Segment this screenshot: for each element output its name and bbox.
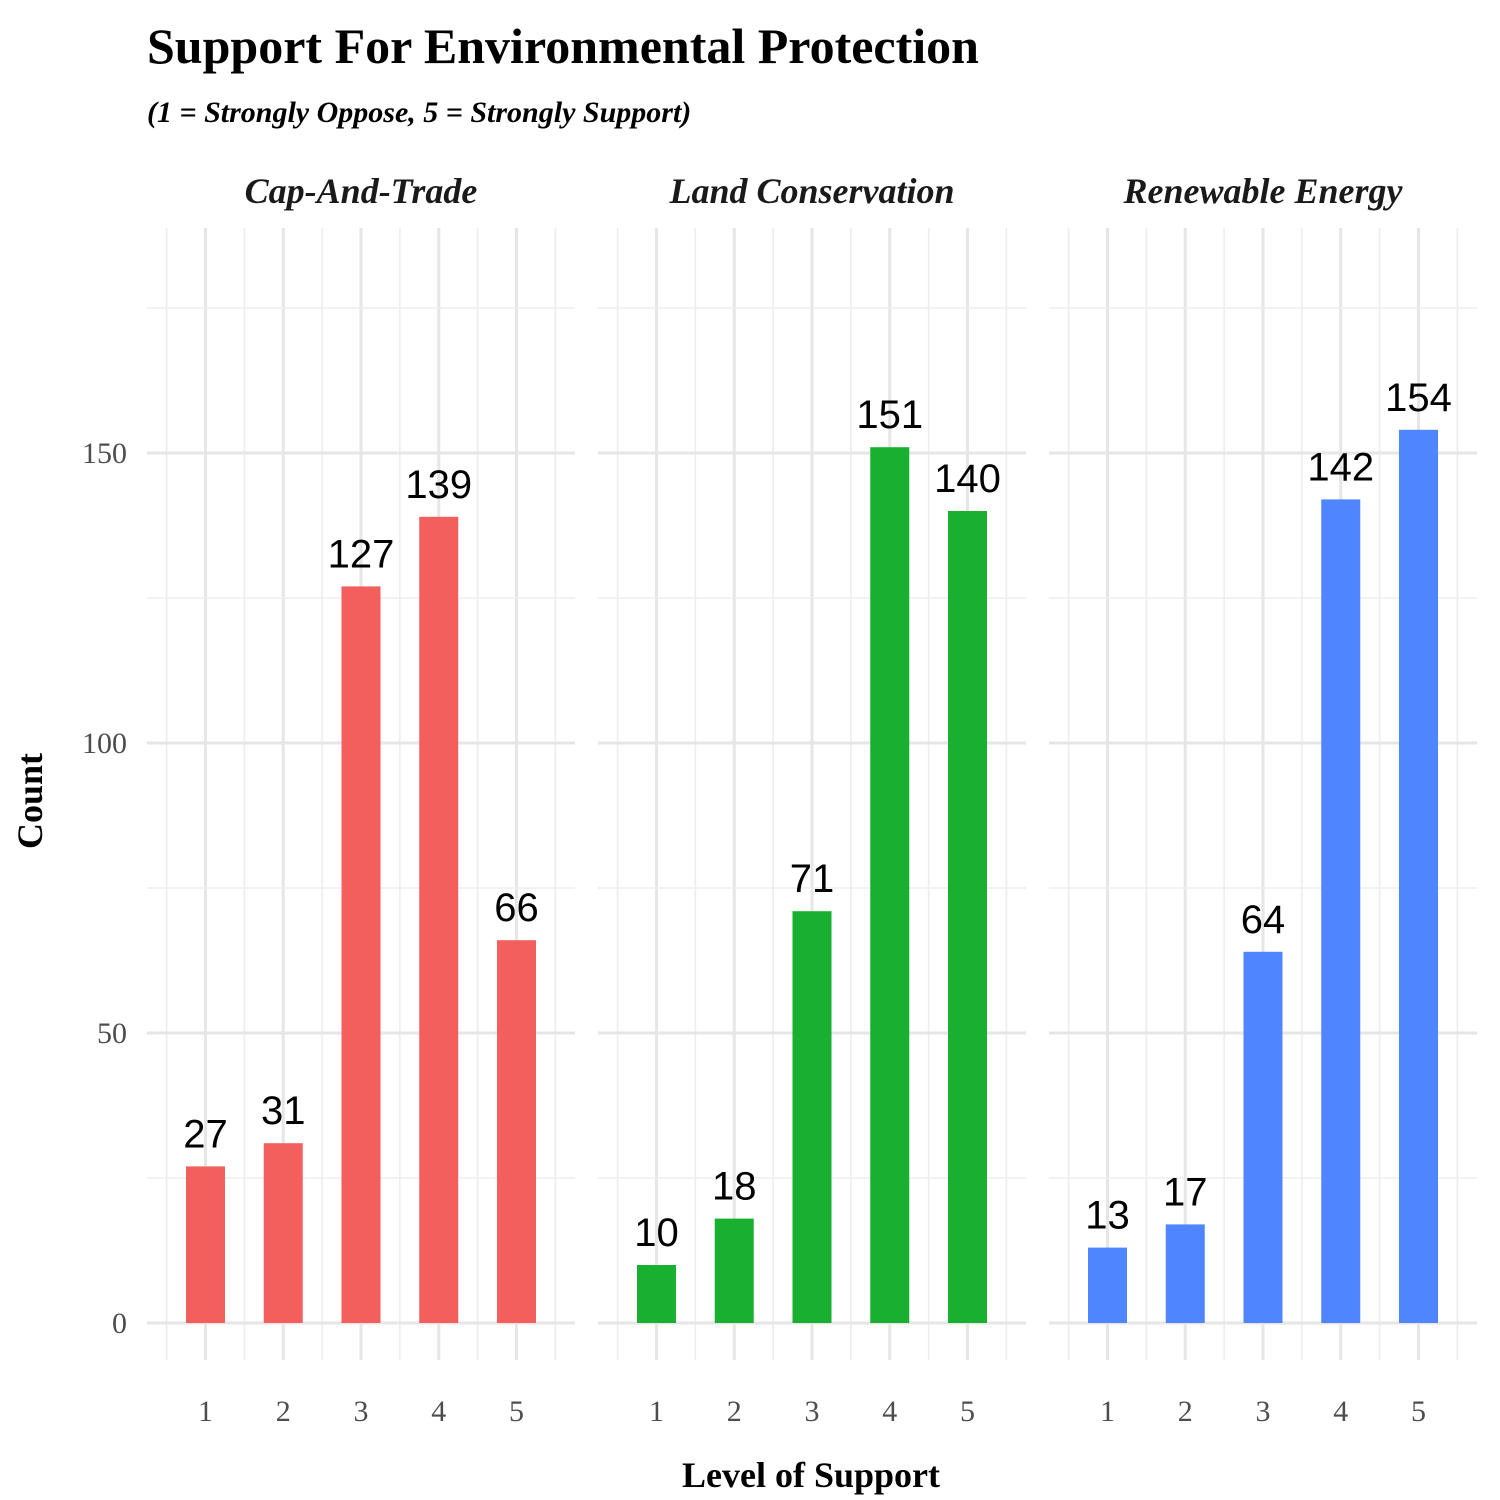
x-tick-label: 2 (276, 1395, 291, 1428)
y-tick-label: 0 (112, 1307, 127, 1340)
y-tick-label: 150 (82, 437, 127, 470)
bar (1243, 951, 1283, 1323)
x-tick-label: 4 (882, 1395, 897, 1428)
bar-value-label: 64 (1241, 898, 1286, 942)
x-tick-label: 5 (960, 1395, 975, 1428)
bar (1165, 1224, 1205, 1323)
bar (497, 940, 536, 1323)
bar (637, 1265, 676, 1323)
bar-value-label: 18 (712, 1165, 757, 1209)
bar-value-label: 10 (634, 1211, 679, 1255)
x-tick-label: 3 (354, 1395, 369, 1428)
x-tick-label: 4 (431, 1395, 446, 1428)
bar-value-label: 127 (328, 532, 395, 576)
x-tick-label: 1 (198, 1395, 213, 1428)
bar (341, 586, 381, 1323)
x-tick-label: 5 (509, 1395, 524, 1428)
x-tick-label: 4 (1333, 1395, 1348, 1428)
bar-value-label: 71 (790, 857, 835, 901)
x-tick-label: 5 (1411, 1395, 1426, 1428)
bar-value-label: 154 (1385, 376, 1452, 420)
bar (714, 1218, 754, 1323)
facet-title: Land Conservation (668, 171, 954, 211)
bar-value-label: 27 (183, 1112, 228, 1156)
bar-value-label: 31 (261, 1089, 306, 1133)
bar (792, 911, 832, 1323)
x-tick-label: 3 (805, 1395, 820, 1428)
bar (263, 1143, 303, 1323)
facet-title: Renewable Energy (1123, 171, 1404, 211)
bar-value-label: 13 (1085, 1194, 1130, 1238)
y-tick-label: 50 (97, 1017, 127, 1050)
bar-value-label: 139 (405, 463, 472, 507)
x-tick-label: 2 (1178, 1395, 1193, 1428)
bar (870, 447, 910, 1323)
y-axis-title: Count (10, 753, 50, 849)
bar (1088, 1247, 1127, 1323)
x-tick-label: 2 (727, 1395, 742, 1428)
bar-value-label: 17 (1163, 1170, 1208, 1214)
bar-value-label: 66 (494, 886, 539, 930)
chart-subtitle: (1 = Strongly Oppose, 5 = Strongly Suppo… (147, 96, 691, 129)
x-tick-label: 1 (649, 1395, 664, 1428)
x-axis-title: Level of Support (682, 1455, 940, 1495)
facet-title: Cap-And-Trade (245, 171, 478, 211)
bar (1399, 429, 1438, 1323)
bar (186, 1166, 225, 1323)
bar (948, 511, 987, 1323)
x-tick-label: 3 (1256, 1395, 1271, 1428)
bar (419, 516, 459, 1323)
bar (1321, 499, 1361, 1323)
chart-title: Support For Environmental Protection (147, 18, 979, 74)
y-tick-label: 100 (82, 727, 127, 760)
x-tick-label: 1 (1100, 1395, 1115, 1428)
bar-value-label: 140 (934, 457, 1001, 501)
bar-value-label: 142 (1307, 445, 1374, 489)
bar-value-label: 151 (856, 393, 923, 437)
